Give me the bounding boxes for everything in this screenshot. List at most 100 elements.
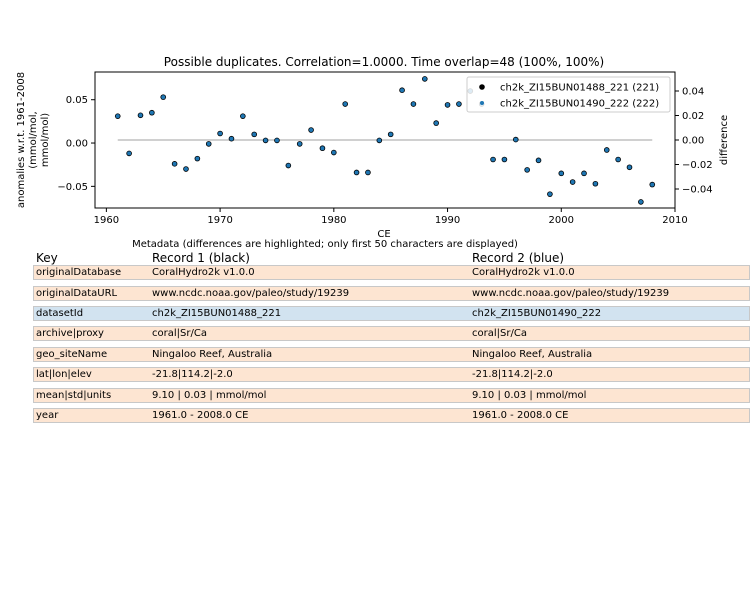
y-tick-label: −0.05 bbox=[57, 182, 88, 193]
x-axis-label: CE bbox=[377, 229, 390, 240]
metadata-record1-value: 1961.0 - 2008.0 CE bbox=[152, 410, 249, 421]
point-record2 bbox=[638, 199, 643, 204]
metadata-record2-value: -21.8|114.2|-2.0 bbox=[472, 369, 553, 380]
metadata-record2-value: www.ncdc.noaa.gov/paleo/study/19239 bbox=[472, 288, 670, 299]
metadata-row: lat|lon|elev -21.8|114.2|-2.0 -21.8|114.2|… bbox=[33, 367, 750, 382]
metadata-row: year 1961.0 - 2008.0 CE 1961.0 - 2008.0 CE bbox=[33, 408, 750, 423]
x-tick-label: 1980 bbox=[321, 215, 346, 226]
point-record2 bbox=[411, 102, 416, 107]
metadata-record1-value: www.ncdc.noaa.gov/paleo/study/19239 bbox=[152, 288, 350, 299]
metadata-key: year bbox=[36, 410, 59, 421]
y2-tick-label: 0.00 bbox=[682, 136, 704, 147]
metadata-caption: Metadata (differences are highlighted; o… bbox=[132, 239, 518, 250]
point-record2 bbox=[183, 167, 188, 172]
header-record2: Record 2 (blue) bbox=[472, 251, 565, 265]
point-record2 bbox=[593, 181, 598, 186]
point-record2 bbox=[252, 132, 257, 137]
metadata-row: mean|std|units 9.10 | 0.03 | mmol/mol 9.10… bbox=[33, 388, 750, 403]
metadata-key: datasetId bbox=[36, 308, 84, 319]
y2-tick-label: 0.04 bbox=[682, 86, 704, 97]
metadata-key: originalDatabase bbox=[36, 267, 122, 278]
x-tick-label: 2010 bbox=[662, 215, 687, 226]
point-record2 bbox=[297, 141, 302, 146]
point-record2 bbox=[616, 157, 621, 162]
point-record2 bbox=[161, 95, 166, 100]
legend-box bbox=[466, 76, 671, 113]
metadata-row: geo_siteName Ningaloo Reef, Australia Ning… bbox=[33, 347, 750, 362]
point-record2 bbox=[365, 170, 370, 175]
point-record2 bbox=[320, 146, 325, 151]
x-tick-label: 1990 bbox=[435, 215, 460, 226]
metadata-key: originalDataURL bbox=[36, 288, 118, 299]
x-tick-label: 1960 bbox=[94, 215, 119, 226]
y2-tick-label: −0.02 bbox=[682, 160, 713, 171]
point-record2 bbox=[445, 102, 450, 107]
point-record2 bbox=[218, 131, 223, 136]
point-record2 bbox=[491, 157, 496, 162]
point-record2 bbox=[434, 121, 439, 126]
point-record2 bbox=[343, 102, 348, 107]
metadata-record2-value: coral|Sr/Ca bbox=[472, 328, 527, 339]
point-record2 bbox=[582, 171, 587, 176]
point-record2 bbox=[149, 110, 154, 115]
point-record2 bbox=[559, 171, 564, 176]
metadata-record2-value: ch2k_ZI15BUN01490_222 bbox=[472, 308, 602, 319]
point-record2 bbox=[240, 114, 245, 119]
metadata-key: archive|proxy bbox=[36, 328, 104, 339]
point-record2 bbox=[502, 157, 507, 162]
point-record2 bbox=[331, 150, 336, 155]
point-record2 bbox=[536, 158, 541, 163]
point-record2 bbox=[115, 114, 120, 119]
point-record2 bbox=[138, 113, 143, 118]
metadata-key: mean|std|units bbox=[36, 390, 112, 401]
metadata-record1-value: ch2k_ZI15BUN01488_221 bbox=[152, 308, 282, 319]
metadata-key: geo_siteName bbox=[36, 349, 108, 360]
point-record2 bbox=[422, 76, 427, 81]
y-axis-label-line: (mmol/mol, bbox=[28, 111, 39, 168]
metadata-row: datasetId ch2k_ZI15BUN01488_221 ch2k_ZI15B… bbox=[33, 306, 750, 321]
metadata-record1-value: CoralHydro2k v1.0.0 bbox=[152, 267, 255, 278]
point-record2 bbox=[274, 138, 279, 143]
point-record2 bbox=[172, 161, 177, 166]
point-record2 bbox=[570, 180, 575, 185]
point-record2 bbox=[286, 163, 291, 168]
x-tick-label: 1970 bbox=[207, 215, 232, 226]
point-record2 bbox=[195, 156, 200, 161]
metadata-row: archive|proxy coral|Sr/Ca coral|Sr/Ca bbox=[33, 326, 750, 341]
point-record2 bbox=[229, 136, 234, 141]
point-record2 bbox=[263, 138, 268, 143]
legend: ch2k_ZI15BUN01488_221 (221) ch2k_ZI15BUN… bbox=[466, 76, 671, 113]
legend-marker-record1 bbox=[479, 84, 485, 90]
point-record2 bbox=[456, 102, 461, 107]
point-record2 bbox=[388, 132, 393, 137]
point-record2 bbox=[206, 141, 211, 146]
point-record2 bbox=[627, 165, 632, 170]
metadata-record1-value: 9.10 | 0.03 | mmol/mol bbox=[152, 390, 267, 401]
legend-marker-record2 bbox=[480, 101, 484, 105]
metadata-row: originalDataURL www.ncdc.noaa.gov/paleo/s… bbox=[33, 286, 750, 301]
metadata-row: originalDatabase CoralHydro2k v1.0.0 Coral… bbox=[33, 265, 750, 280]
header-record1: Record 1 (black) bbox=[152, 251, 250, 265]
point-record2 bbox=[604, 147, 609, 152]
y2-tick-label: −0.04 bbox=[682, 185, 713, 196]
y-tick-label: 0.05 bbox=[66, 95, 88, 106]
legend-label-record2: ch2k_ZI15BUN01490_222 (222) bbox=[500, 99, 659, 110]
point-record2 bbox=[309, 128, 314, 133]
legend-label-record1: ch2k_ZI15BUN01488_221 (221) bbox=[500, 83, 659, 94]
y2-tick-label: 0.02 bbox=[682, 111, 704, 122]
chart-title: Possible duplicates. Correlation=1.0000.… bbox=[164, 55, 604, 69]
y2-axis-label: difference bbox=[719, 115, 730, 165]
metadata-record2-value: 9.10 | 0.03 | mmol/mol bbox=[472, 390, 587, 401]
metadata-record2-value: CoralHydro2k v1.0.0 bbox=[472, 267, 575, 278]
point-record2 bbox=[650, 182, 655, 187]
metadata-record2-value: Ningaloo Reef, Australia bbox=[472, 349, 593, 360]
duplicate-comparison-chart: Possible duplicates. Correlation=1.0000.… bbox=[16, 55, 730, 240]
point-record2 bbox=[400, 88, 405, 93]
y-tick-label: 0.00 bbox=[66, 139, 88, 150]
point-record2 bbox=[547, 192, 552, 197]
point-record2 bbox=[354, 170, 359, 175]
point-record2 bbox=[525, 167, 530, 172]
metadata-record2-value: 1961.0 - 2008.0 CE bbox=[472, 410, 569, 421]
point-record2 bbox=[127, 151, 132, 156]
metadata-record1-value: Ningaloo Reef, Australia bbox=[152, 349, 273, 360]
